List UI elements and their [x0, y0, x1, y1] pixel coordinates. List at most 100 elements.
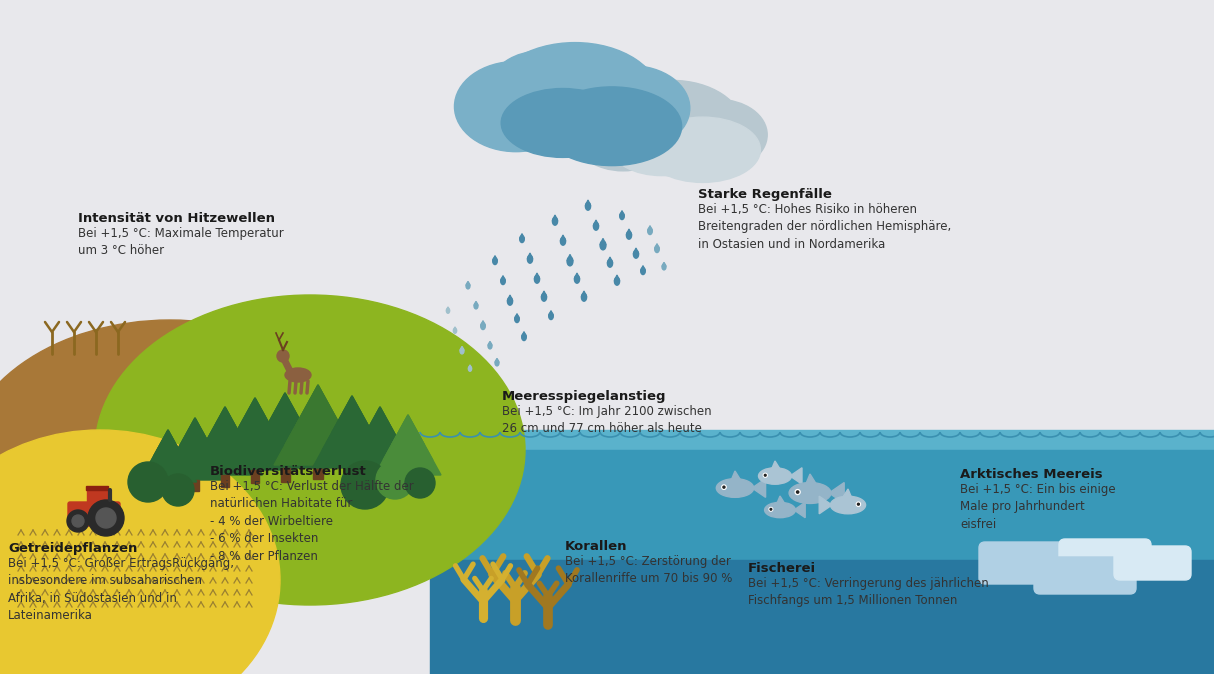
Polygon shape — [488, 341, 492, 346]
Polygon shape — [585, 200, 590, 206]
Polygon shape — [170, 418, 221, 464]
Polygon shape — [829, 483, 844, 503]
Polygon shape — [844, 489, 851, 497]
Ellipse shape — [522, 334, 527, 340]
Ellipse shape — [611, 119, 713, 176]
Polygon shape — [527, 253, 533, 259]
Ellipse shape — [601, 80, 743, 176]
Polygon shape — [254, 393, 316, 450]
Polygon shape — [296, 385, 340, 425]
Polygon shape — [178, 418, 212, 449]
Ellipse shape — [582, 293, 586, 301]
Polygon shape — [549, 311, 554, 315]
Ellipse shape — [489, 42, 662, 158]
Bar — [87, 488, 107, 506]
Ellipse shape — [645, 117, 760, 183]
Bar — [313, 465, 323, 479]
Bar — [280, 468, 289, 481]
Ellipse shape — [574, 275, 579, 283]
Polygon shape — [507, 295, 512, 301]
Bar — [250, 470, 260, 483]
Ellipse shape — [626, 231, 631, 239]
Polygon shape — [265, 393, 306, 431]
Bar — [86, 486, 108, 490]
Polygon shape — [732, 471, 741, 479]
Text: Bei +1,5 °C: Verringerung des jährlichen
Fischfangs um 1,5 Millionen Tonnen: Bei +1,5 °C: Verringerung des jährlichen… — [748, 577, 988, 607]
Polygon shape — [561, 235, 566, 241]
Ellipse shape — [0, 430, 280, 674]
Polygon shape — [600, 239, 606, 245]
Polygon shape — [495, 359, 499, 363]
Polygon shape — [453, 327, 456, 330]
Polygon shape — [345, 407, 415, 472]
Bar — [430, 450, 1214, 560]
Ellipse shape — [493, 257, 498, 265]
Polygon shape — [552, 215, 557, 221]
Circle shape — [161, 474, 194, 506]
Polygon shape — [654, 244, 659, 249]
Bar — [430, 560, 1214, 674]
Ellipse shape — [549, 313, 554, 319]
Ellipse shape — [541, 293, 546, 301]
Polygon shape — [475, 301, 478, 305]
Ellipse shape — [527, 255, 533, 264]
Polygon shape — [322, 396, 381, 450]
Text: Bei +1,5 °C: Verlust der Hälfte der
natürlichen Habitate für
- 4 % der Wirbeltie: Bei +1,5 °C: Verlust der Hälfte der natü… — [210, 480, 414, 563]
Polygon shape — [469, 365, 471, 369]
Ellipse shape — [830, 496, 866, 514]
Text: Arktisches Meereis: Arktisches Meereis — [960, 468, 1102, 481]
Ellipse shape — [614, 277, 619, 285]
Text: Intensität von Hitzewellen: Intensität von Hitzewellen — [78, 212, 276, 225]
Ellipse shape — [585, 202, 590, 210]
Text: Getreidepflanzen: Getreidepflanzen — [8, 542, 137, 555]
Bar — [221, 475, 229, 487]
Circle shape — [72, 515, 84, 527]
Polygon shape — [520, 234, 524, 239]
Polygon shape — [534, 273, 539, 279]
Polygon shape — [790, 468, 802, 484]
Polygon shape — [274, 385, 362, 465]
Circle shape — [722, 485, 726, 489]
Polygon shape — [662, 262, 666, 267]
Circle shape — [796, 491, 799, 493]
Ellipse shape — [557, 55, 656, 121]
Ellipse shape — [500, 278, 505, 284]
Ellipse shape — [543, 87, 681, 166]
FancyBboxPatch shape — [1114, 546, 1191, 580]
Ellipse shape — [447, 308, 449, 313]
Circle shape — [770, 508, 772, 510]
Polygon shape — [375, 415, 441, 475]
Polygon shape — [794, 502, 805, 518]
Ellipse shape — [454, 61, 578, 152]
Ellipse shape — [594, 222, 599, 231]
Polygon shape — [140, 430, 197, 482]
Ellipse shape — [654, 245, 659, 253]
Ellipse shape — [716, 479, 754, 497]
Ellipse shape — [657, 90, 738, 145]
Circle shape — [764, 473, 767, 477]
Ellipse shape — [466, 283, 470, 289]
Polygon shape — [466, 281, 470, 286]
Polygon shape — [161, 418, 229, 480]
Ellipse shape — [460, 348, 464, 354]
Ellipse shape — [619, 212, 624, 220]
Polygon shape — [751, 479, 766, 497]
Text: Bei +1,5 °C: Zerstörung der
Korallenriffe um 70 bis 90 %: Bei +1,5 °C: Zerstörung der Korallenriff… — [565, 555, 732, 585]
Polygon shape — [777, 496, 784, 503]
Circle shape — [857, 503, 860, 505]
Polygon shape — [634, 248, 639, 254]
Polygon shape — [188, 407, 262, 475]
Text: Bei +1,5 °C: Hohes Risiko in höheren
Breitengraden der nördlichen Hemisphäre,
in: Bei +1,5 °C: Hohes Risiko in höheren Bre… — [698, 203, 952, 251]
Polygon shape — [206, 407, 244, 441]
Ellipse shape — [492, 51, 594, 120]
Text: Bei +1,5 °C: Maximale Temperatur
um 3 °C höher: Bei +1,5 °C: Maximale Temperatur um 3 °C… — [78, 226, 284, 257]
Polygon shape — [197, 407, 253, 458]
Ellipse shape — [520, 235, 524, 243]
Polygon shape — [285, 385, 351, 445]
Ellipse shape — [669, 100, 767, 170]
FancyBboxPatch shape — [1034, 557, 1136, 594]
Text: Fischerei: Fischerei — [748, 562, 816, 575]
Text: Biodiversitätsverlust: Biodiversitätsverlust — [210, 465, 367, 478]
Ellipse shape — [662, 264, 666, 270]
Ellipse shape — [607, 259, 613, 267]
